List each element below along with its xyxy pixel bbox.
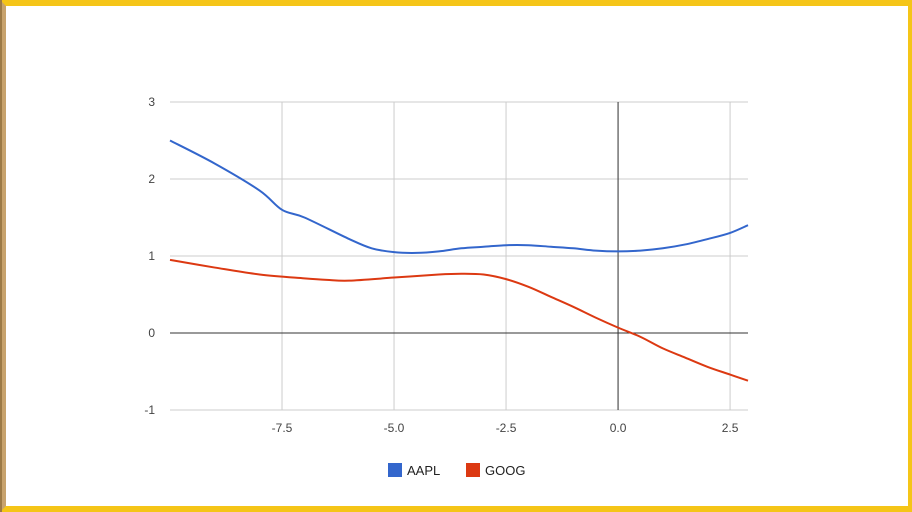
legend-label: AAPL (407, 463, 440, 478)
y-tick-label: -1 (144, 403, 155, 417)
y-tick-label: 1 (148, 249, 155, 263)
legend-swatch (388, 463, 402, 477)
y-tick-label: 3 (148, 95, 155, 109)
series-line-aapl (169, 139, 749, 254)
x-tick-label: -2.5 (496, 421, 517, 435)
series-line-goog (169, 258, 749, 382)
y-tick-label: 2 (148, 172, 155, 186)
x-tick-label: -5.0 (384, 421, 405, 435)
axis-lines (170, 102, 748, 410)
x-tick-label: 2.5 (722, 421, 739, 435)
frame-left-stripe (0, 0, 2, 512)
x-tick-label: 0.0 (610, 421, 627, 435)
x-tick-label: -7.5 (272, 421, 293, 435)
legend-item-goog[interactable]: GOOG (466, 463, 525, 478)
series-lines (169, 139, 749, 382)
y-axis-tick-labels: 3 2 1 0 -1 (144, 95, 155, 417)
x-axis-tick-labels: -7.5 -5.0 -2.5 0.0 2.5 (272, 421, 739, 435)
legend-label: GOOG (485, 463, 525, 478)
grid-lines (170, 101, 748, 411)
legend[interactable]: AAPL GOOG (388, 463, 525, 478)
legend-swatch (466, 463, 480, 477)
legend-item-aapl[interactable]: AAPL (388, 463, 440, 478)
y-tick-label: 0 (148, 326, 155, 340)
